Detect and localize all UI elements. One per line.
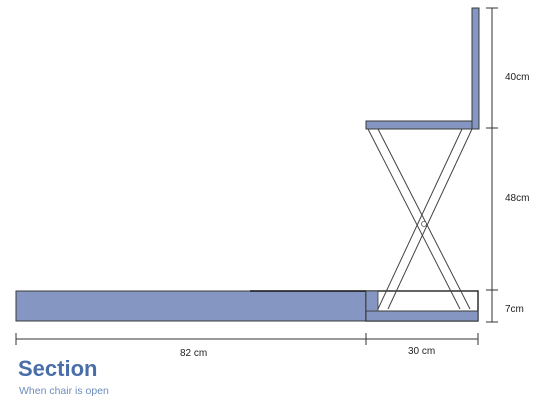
vertical-dimension-chain <box>486 7 498 323</box>
leg-b-edge-1 <box>377 128 463 310</box>
bench-length-label: 82 cm <box>180 348 207 359</box>
bench-base <box>15 290 367 322</box>
base-height-label: 7cm <box>505 304 524 315</box>
seat-height-label: 48cm <box>505 193 529 204</box>
leg-a-edge-2 <box>377 128 471 310</box>
chair-seat <box>365 120 479 130</box>
backrest-height-label: 40cm <box>505 72 529 83</box>
horizontal-dimension-chain <box>15 333 479 345</box>
scissor-pivot <box>421 221 427 227</box>
section-subtitle: When chair is open <box>19 385 109 397</box>
chair-footing <box>365 290 479 322</box>
section-title: Section <box>18 356 98 381</box>
scissor-legs <box>367 128 473 310</box>
footing-bottom-slab <box>365 310 479 322</box>
chair-backrest <box>471 7 480 130</box>
footing-left-block <box>365 290 379 312</box>
leg-b-edge-2 <box>387 128 473 310</box>
bench-board <box>15 290 367 322</box>
leg-a-edge-1 <box>367 128 461 310</box>
seat-depth-label: 30 cm <box>408 346 435 357</box>
